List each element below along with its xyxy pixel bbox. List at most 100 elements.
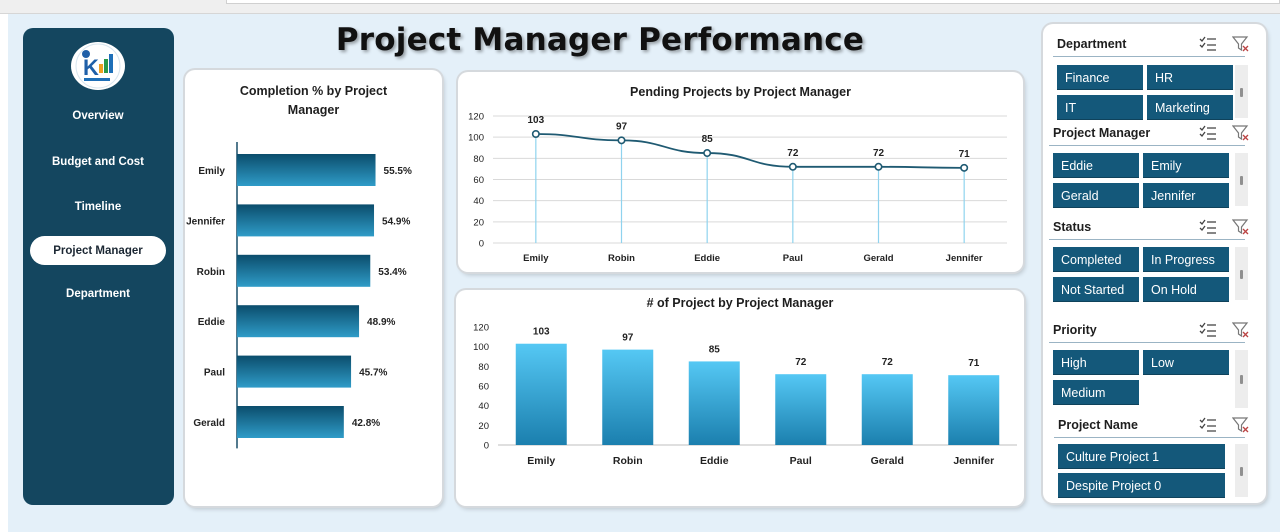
count-y-tick: 60 (478, 382, 489, 393)
completion-data-label: 53.4% (378, 267, 406, 278)
slicer-scrollbar[interactable] (1235, 153, 1248, 206)
slicer-item[interactable]: In Progress (1143, 247, 1229, 272)
slicer-scrollbar[interactable] (1235, 444, 1248, 497)
pending-series-line (535, 133, 965, 169)
count-data-label: 103 (533, 327, 550, 338)
slicer-item[interactable]: Completed (1053, 247, 1139, 272)
slicer-divider (1049, 342, 1245, 343)
slicer-scrollbar[interactable] (1235, 65, 1248, 118)
count-bar (775, 374, 827, 445)
completion-data-label: 42.8% (352, 418, 380, 429)
pending-x-tick: Gerald (863, 253, 893, 264)
completion-category-label: Gerald (193, 418, 225, 429)
slicer-title: Department (1057, 37, 1127, 51)
clear-filter-icon[interactable] (1231, 219, 1250, 235)
clear-filter-icon[interactable] (1231, 36, 1250, 52)
slicer-item[interactable]: Eddie (1053, 153, 1139, 178)
clear-filter-icon[interactable] (1231, 417, 1250, 433)
slicer-item[interactable]: Not Started (1053, 277, 1139, 302)
pending-data-label: 97 (616, 121, 628, 132)
pending-y-tick: 20 (473, 217, 484, 228)
completion-bar (237, 305, 360, 338)
pending-x-tick: Jennifer (946, 253, 983, 264)
svg-text:K: K (83, 55, 99, 80)
slicer-item[interactable]: Marketing (1147, 95, 1233, 120)
count-chart-card: # of Project by Project Manager 0 20 40 60 8… (456, 290, 1024, 506)
count-y-tick: 80 (478, 362, 489, 373)
pending-y-tick: 0 (479, 239, 484, 250)
count-x-tick: Jennifer (953, 455, 994, 467)
count-x-tick: Emily (527, 455, 555, 467)
count-bar (861, 374, 913, 445)
dashboard-logo: K (71, 42, 125, 90)
slicer-item[interactable]: IT (1057, 95, 1143, 120)
count-bar (948, 375, 1000, 445)
multi-select-icon[interactable] (1199, 417, 1217, 433)
slicer-status: Status Completed In Progress Not Started On … (1043, 217, 1266, 309)
pending-point (617, 136, 626, 145)
completion-category-label: Robin (197, 267, 225, 278)
slicer-item[interactable]: Finance (1057, 65, 1143, 90)
slicer-item[interactable]: HR (1147, 65, 1233, 90)
slicer-item[interactable]: Gerald (1053, 183, 1139, 208)
nav-timeline[interactable]: Timeline (74, 200, 122, 213)
count-bar (602, 349, 654, 445)
pending-y-tick: 100 (468, 133, 484, 144)
sidebar-nav: K Overview Budget and Cost Timeline Proj… (23, 28, 174, 505)
completion-bar (237, 204, 375, 237)
pending-data-label: 72 (873, 148, 885, 159)
pending-point (960, 163, 969, 172)
clear-filter-icon[interactable] (1231, 322, 1250, 338)
slicer-title: Priority (1053, 323, 1097, 337)
multi-select-icon[interactable] (1199, 125, 1217, 141)
completion-data-label: 55.5% (384, 166, 412, 177)
pending-point (703, 149, 712, 158)
pending-point (874, 162, 883, 171)
completion-category-label: Paul (204, 368, 225, 379)
slicer-item[interactable]: Jennifer (1143, 183, 1229, 208)
count-chart: 0 20 40 60 80 100 120 103 Emily 97 Robin 85 Eddie 72 P… (473, 323, 1017, 467)
logo-icon: K (75, 43, 121, 89)
slicer-item[interactable]: Despite Project 0 (1058, 473, 1225, 498)
completion-chart-title: Completion % by Project Manager (239, 84, 388, 117)
multi-select-icon[interactable] (1199, 36, 1217, 52)
nav-project-manager[interactable]: Project Manager (30, 236, 166, 265)
nav-budget-and-cost[interactable]: Budget and Cost (52, 155, 144, 168)
pending-y-tick: 80 (473, 154, 484, 165)
pending-x-tick: Paul (783, 253, 803, 264)
slicer-item[interactable]: On Hold (1143, 277, 1229, 302)
multi-select-icon[interactable] (1199, 322, 1217, 338)
pending-y-tick: 120 (468, 112, 484, 123)
nav-department[interactable]: Department (66, 287, 130, 300)
slicer-panel: Department Finance HR IT Marketing Project Ma… (1043, 24, 1266, 503)
pending-y-tick: 40 (473, 196, 484, 207)
window-top-strip (0, 0, 1280, 14)
slicer-scrollbar[interactable] (1235, 247, 1248, 300)
nav-overview[interactable]: Overview (72, 109, 124, 122)
completion-category-label: Jennifer (186, 216, 225, 227)
slicer-item[interactable]: Medium (1053, 380, 1139, 405)
completion-bar (237, 355, 352, 388)
slicer-item[interactable]: Culture Project 1 (1058, 444, 1225, 469)
count-y-tick: 20 (478, 421, 489, 432)
slicer-item[interactable]: Low (1143, 350, 1229, 375)
count-bar (688, 361, 740, 445)
slicer-scrollbar[interactable] (1235, 350, 1248, 408)
multi-select-icon[interactable] (1199, 219, 1217, 235)
pending-data-label: 85 (702, 134, 714, 145)
completion-bar (237, 154, 376, 186)
slicer-divider (1054, 437, 1245, 438)
slicer-item[interactable]: Emily (1143, 153, 1229, 178)
count-data-label: 72 (795, 357, 807, 368)
completion-chart: Emily 55.5% Jennifer 54.9% Robin 53.4% Eddie 48… (186, 142, 412, 449)
formula-bar[interactable] (226, 0, 1280, 4)
slicer-title: Project Manager (1053, 126, 1151, 140)
pending-point (788, 162, 797, 171)
count-x-tick: Robin (613, 455, 643, 467)
count-data-label: 85 (709, 344, 721, 355)
clear-filter-icon[interactable] (1231, 125, 1250, 141)
count-y-tick: 40 (478, 401, 489, 412)
slicer-department: Department Finance HR IT Marketing (1043, 34, 1266, 126)
slicer-item[interactable]: High (1053, 350, 1139, 375)
pending-chart-title: Pending Projects by Project Manager (630, 85, 851, 99)
